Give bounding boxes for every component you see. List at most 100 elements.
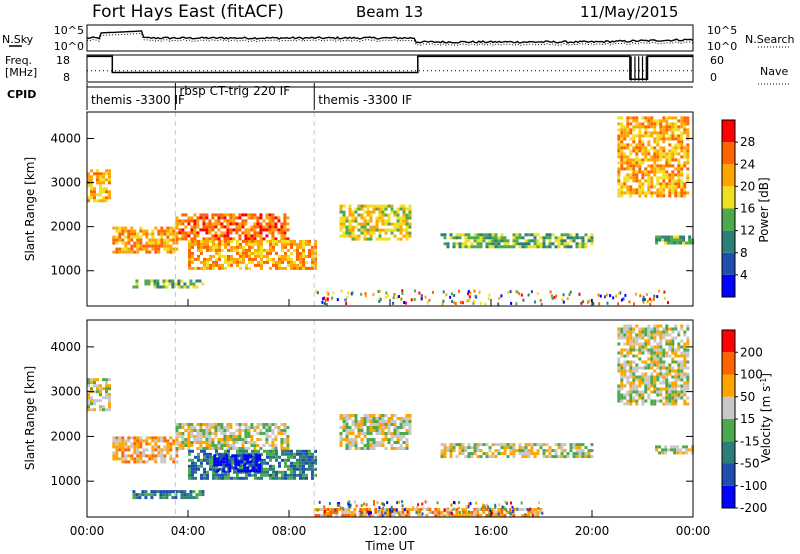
cell-r7-230 (653, 119, 657, 123)
cell-r6-152 (563, 245, 567, 249)
cpid-segment-label-2: themis -3300 IF (318, 93, 412, 107)
cell-r2-186 (262, 219, 266, 223)
cell-r7-393 (677, 128, 681, 132)
cell-r3-253 (290, 455, 293, 459)
cell-r5-136 (387, 213, 391, 217)
cell-r2-245 (283, 447, 287, 450)
cell-r8-81 (629, 345, 633, 349)
colorbar-tick-label-7: -200 (740, 501, 767, 515)
cell-r8-75 (629, 327, 633, 331)
cell-r4-7 (147, 282, 151, 286)
cell-r2-79 (205, 447, 209, 450)
cell-r10-101 (452, 514, 456, 517)
cell-r7-35 (620, 161, 624, 165)
cell-r5-102 (375, 216, 379, 220)
cell-r6-82 (366, 429, 370, 432)
cell-r3-89 (224, 242, 227, 246)
cell-r3-76 (218, 248, 221, 252)
cell-r5-84 (369, 204, 373, 208)
cell-r8-393 (677, 345, 681, 349)
cell-r6-159 (569, 239, 573, 243)
cell-r3-195 (269, 251, 272, 255)
cell-r1-69 (142, 232, 146, 236)
cell-r6-78 (503, 239, 507, 243)
cell-r2-156 (238, 435, 242, 438)
cell-r9-11 (670, 448, 674, 452)
cell-r3-47 (206, 476, 209, 480)
cell-r10-89 (434, 514, 438, 517)
cell-r6-157 (569, 233, 573, 237)
noise-cell-104 (530, 290, 533, 294)
cell-r1-75 (145, 241, 149, 245)
cell-r8-271 (659, 324, 663, 328)
cell-r9-7 (664, 448, 668, 452)
cell-r7-2 (617, 128, 621, 132)
cell-r6-36 (473, 245, 477, 249)
cell-r7-467 (686, 176, 690, 180)
cell-r7-138 (638, 128, 642, 132)
cell-r3-297 (305, 455, 308, 459)
cell-r3-267 (293, 476, 296, 480)
cell-r4-5 (144, 282, 148, 286)
cell-r6-60 (357, 447, 361, 450)
cell-r2-132 (226, 447, 230, 450)
cell-r3-280 (305, 239, 308, 243)
noise-cell-5 (382, 513, 385, 517)
cell-r6-45 (479, 242, 483, 246)
cell-r2-144 (232, 444, 236, 447)
cell-r2-214 (274, 225, 278, 229)
cell-r9-2 (658, 445, 662, 449)
noise-cell-78 (463, 510, 466, 514)
cell-r0-55 (108, 175, 111, 179)
cell-r3-52 (209, 464, 212, 468)
cell-r8-193 (647, 333, 651, 337)
cell-r3-205 (275, 239, 278, 243)
cell-r0-31 (99, 178, 102, 182)
cell-r3-239 (284, 464, 287, 468)
cell-r5-3 (339, 216, 343, 220)
cell-r6-41 (476, 245, 480, 249)
cell-r5-193 (408, 210, 412, 214)
cell-r6-92 (369, 426, 373, 429)
noise-cell-119 (598, 302, 601, 306)
cell-r8-346 (668, 393, 672, 397)
cell-r6-52 (485, 242, 489, 246)
cell-r2-203 (271, 213, 275, 217)
cell-r6-63 (491, 245, 495, 249)
cell-r8-124 (635, 354, 639, 358)
cell-r7-32 (467, 443, 471, 447)
cell-r7-112 (632, 173, 636, 177)
cell-r8-201 (647, 366, 651, 370)
cell-r0-38 (102, 172, 105, 176)
cell-r8-44 (623, 360, 627, 364)
cell-r7-439 (683, 131, 687, 135)
cell-r0-56 (108, 402, 111, 406)
cell-r6-39 (351, 429, 355, 432)
cell-r6-31 (348, 432, 352, 435)
cell-r1-81 (145, 448, 149, 452)
cell-r7-384 (674, 173, 678, 177)
cell-r5-157 (396, 216, 400, 220)
cell-r8-10 (667, 235, 671, 239)
cell-r3-292 (302, 470, 305, 474)
cell-r5-46 (189, 496, 193, 500)
cell-r6-70 (497, 239, 501, 243)
noise-cell-3 (568, 293, 571, 297)
cell-r2-153 (238, 426, 242, 429)
cell-r2-60 (199, 435, 203, 438)
cell-r0-5 (87, 196, 90, 200)
noise-cell-49 (606, 301, 609, 305)
cell-r5-123 (381, 219, 385, 223)
cell-r3-33 (200, 251, 203, 255)
cell-r3-8 (191, 449, 194, 453)
cell-r2-217 (271, 429, 275, 432)
cell-r1-137 (172, 238, 176, 242)
noise-cell-79 (488, 507, 491, 511)
noise-cell-134 (536, 291, 539, 295)
cell-r2-201 (262, 426, 266, 429)
cell-r3-110 (233, 248, 236, 252)
cell-r1-30 (124, 244, 128, 248)
cell-r7-133 (635, 179, 639, 183)
cell-r0-9 (87, 408, 90, 412)
cell-r5-100 (375, 204, 379, 208)
